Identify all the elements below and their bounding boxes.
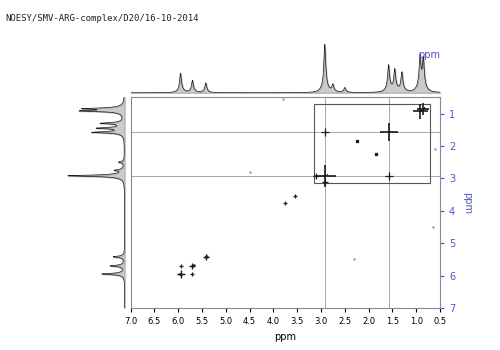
- Y-axis label: ppm: ppm: [462, 192, 472, 214]
- Bar: [314, 104, 430, 183]
- Text: NOESY/SMV-ARG-complex/D20/16-10-2014: NOESY/SMV-ARG-complex/D20/16-10-2014: [5, 14, 198, 23]
- Text: ppm: ppm: [418, 50, 440, 60]
- X-axis label: ppm: ppm: [274, 331, 296, 342]
